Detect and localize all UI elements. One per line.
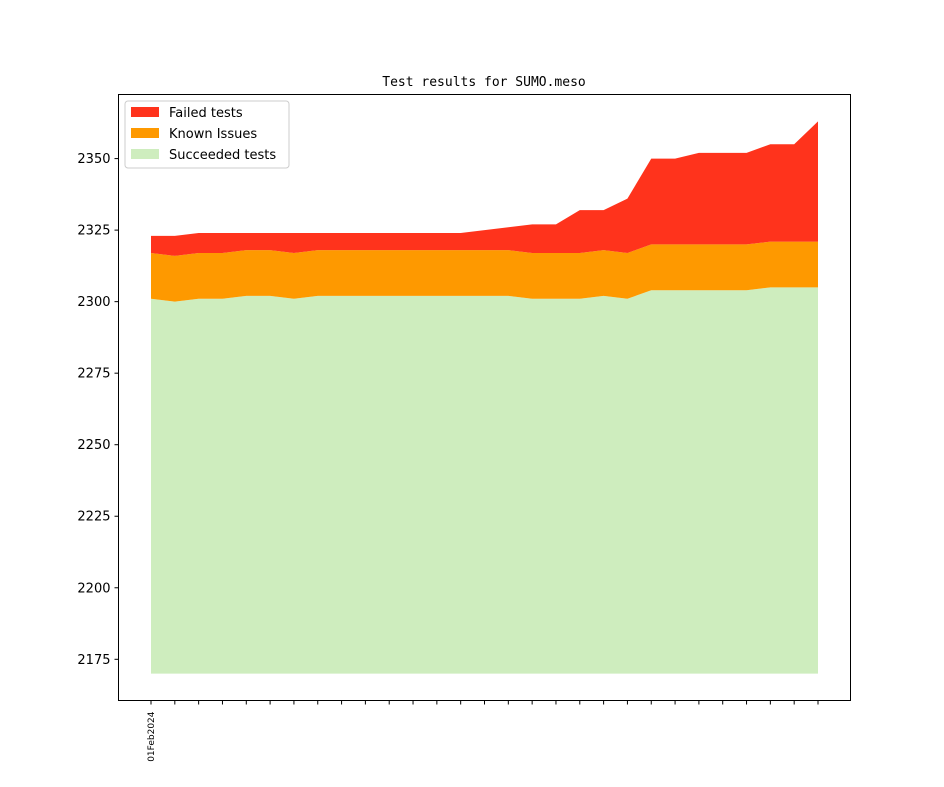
legend-swatch: [131, 149, 159, 159]
legend-swatch: [131, 128, 159, 138]
y-tick-label: 2200: [77, 581, 110, 596]
y-tick-label: 2225: [77, 510, 110, 525]
y-tick-label: 2250: [77, 438, 110, 453]
x-axis: 01Feb2024: [147, 700, 819, 762]
x-tick-label: 01Feb2024: [147, 711, 157, 762]
y-tick-label: 2325: [77, 224, 110, 239]
area-failed-tests: [151, 121, 818, 256]
area-known-issues: [151, 241, 818, 302]
y-tick-label: 2175: [77, 653, 110, 668]
y-tick-label: 2275: [77, 367, 110, 382]
legend-label: Succeeded tests: [169, 148, 276, 163]
area-succeeded-tests: [151, 287, 818, 674]
y-tick-label: 2350: [77, 152, 110, 167]
chart-title: Test results for SUMO.meso: [382, 75, 586, 90]
y-tick-label: 2300: [77, 295, 110, 310]
legend: Failed tests Known Issues Succeeded tests: [124, 100, 290, 169]
areas: [151, 121, 818, 674]
legend-label: Failed tests: [169, 106, 243, 121]
legend-box: [124, 100, 290, 169]
legend-label: Known Issues: [169, 127, 257, 142]
legend-swatch: [131, 107, 159, 117]
y-axis: 2175 2200 2225 2250 2275 2300 2325 2350: [77, 152, 119, 668]
